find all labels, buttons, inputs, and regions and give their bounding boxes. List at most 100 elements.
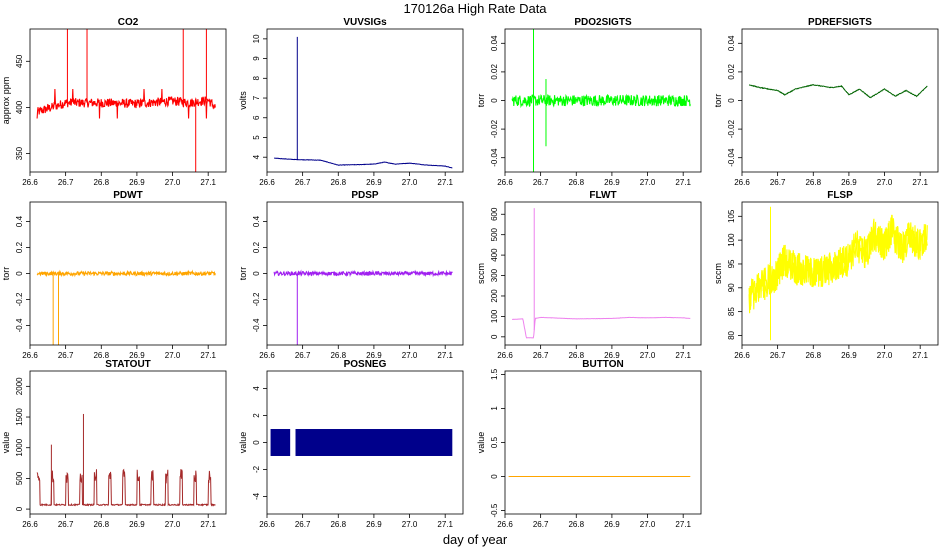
x-tick-label: 26.9	[841, 351, 857, 360]
x-tick-label: 26.6	[497, 178, 513, 187]
x-tick-label: 26.6	[497, 351, 513, 360]
x-tick-label: 26.6	[22, 178, 38, 187]
y-tick-label: 2000	[15, 377, 24, 395]
x-tick-label: 26.8	[568, 520, 584, 529]
y-tick-label: 4	[252, 386, 261, 391]
y-tick-label: 0	[490, 474, 499, 479]
x-tick-label: 27.1	[200, 520, 216, 529]
panel-frame	[504, 28, 702, 173]
y-tick-label: 400	[15, 100, 24, 114]
y-tick-label: 0	[252, 440, 261, 445]
panel-title: FLWT	[589, 190, 616, 201]
series-line	[512, 316, 691, 339]
y-tick-label: 0	[15, 271, 24, 276]
x-tick-label: 26.8	[568, 178, 584, 187]
x-tick-label: 26.9	[841, 178, 857, 187]
plot-area	[270, 429, 453, 456]
x-tick-label: 27.1	[437, 178, 453, 187]
x-tick-label: 26.7	[533, 351, 549, 360]
y-tick-label: -2	[252, 465, 261, 473]
y-tick-label: 0.02	[490, 64, 499, 80]
x-tick-label: 27.0	[402, 351, 418, 360]
y-tick-label: 9	[252, 56, 261, 61]
panel-title: PDWT	[113, 190, 142, 201]
y-axis-label: approx ppm	[1, 77, 11, 125]
x-tick-label: 26.7	[295, 178, 311, 187]
series-line	[511, 93, 691, 109]
y-tick-label: 0.4	[252, 215, 261, 227]
plot-area	[36, 269, 216, 345]
y-tick-label: 400	[490, 248, 499, 262]
y-axis-label: value	[1, 432, 11, 454]
x-tick-label: 27.1	[675, 520, 691, 529]
y-tick-label: 10	[252, 34, 261, 43]
x-tick-label: 27.0	[165, 520, 181, 529]
y-tick-label: 200	[490, 289, 499, 303]
x-tick-label: 26.8	[93, 520, 109, 529]
data-band	[295, 429, 453, 456]
y-tick-label: 0.2	[15, 241, 24, 253]
y-axis-label: torr	[713, 94, 723, 108]
x-tick-label: 26.7	[58, 351, 74, 360]
panel-pdrefsigts: PDREFSIGTS torr 26.6 26.7 26.8 26.9 27.0 27.1 -0…	[713, 17, 939, 187]
x-tick-label: 26.9	[604, 178, 620, 187]
y-tick-label: 500	[490, 227, 499, 241]
panel-pdsp: PDSP torr 26.6 26.7 26.8 26.9 27.0 27.1 -0.4 -0.2…	[238, 190, 464, 360]
y-tick-label: 100	[490, 309, 499, 323]
x-tick-label: 26.6	[734, 351, 750, 360]
plot-area	[36, 29, 216, 172]
y-tick-label: -0.2	[252, 292, 261, 306]
y-axis-label: value	[476, 432, 486, 454]
x-tick-label: 27.1	[912, 351, 928, 360]
panel-frame	[266, 28, 464, 173]
series-line	[36, 468, 216, 507]
x-tick-label: 26.8	[805, 351, 821, 360]
x-tick-label: 26.6	[259, 351, 275, 360]
x-tick-label: 26.7	[58, 520, 74, 529]
y-tick-label: 0.5	[490, 436, 499, 448]
y-tick-label: 1	[490, 406, 499, 411]
x-tick-label: 27.0	[165, 351, 181, 360]
y-tick-label: -0.02	[727, 119, 736, 138]
y-tick-label: 100	[727, 233, 736, 247]
y-tick-label: 0	[252, 271, 261, 276]
panel-title: PDO2SIGTS	[574, 17, 632, 28]
y-tick-label: 105	[727, 209, 736, 223]
y-tick-label: -0.4	[252, 318, 261, 332]
panel-title: VUVSIGs	[343, 17, 387, 28]
y-tick-label: -0.04	[490, 148, 499, 167]
panel-flwt: FLWT sccm 26.6 26.7 26.8 26.9 27.0 27.1 0 100 200 3…	[476, 190, 702, 360]
y-tick-label: 6	[252, 115, 261, 120]
y-tick-label: 1.5	[490, 368, 499, 380]
x-tick-label: 26.7	[770, 178, 786, 187]
plot-area	[273, 269, 453, 345]
plot-area	[748, 206, 928, 341]
panel-statout: STATOUT value 26.6 26.7 26.8 26.9 27.0 27.1 0 500…	[1, 359, 227, 529]
y-tick-label: 500	[15, 471, 24, 485]
y-axis-label: torr	[476, 94, 486, 108]
y-tick-label: 0.04	[490, 35, 499, 51]
plot-area	[748, 83, 928, 99]
y-tick-label: 95	[727, 259, 736, 268]
panel-frame	[266, 370, 464, 515]
y-tick-label: 0	[490, 98, 499, 103]
x-tick-label: 27.1	[912, 178, 928, 187]
figure-x-label: day of year	[442, 532, 508, 547]
y-axis-label: volts	[238, 91, 248, 110]
x-tick-label: 26.9	[604, 520, 620, 529]
x-tick-label: 26.7	[295, 520, 311, 529]
x-tick-label: 27.1	[675, 351, 691, 360]
y-tick-label: 0.04	[727, 35, 736, 51]
panel-title: STATOUT	[105, 359, 151, 370]
x-tick-label: 27.1	[200, 351, 216, 360]
x-tick-label: 27.0	[165, 178, 181, 187]
x-tick-label: 26.7	[533, 178, 549, 187]
y-tick-label: -0.02	[490, 119, 499, 138]
x-tick-label: 26.8	[330, 351, 346, 360]
x-tick-label: 26.7	[770, 351, 786, 360]
x-tick-label: 27.1	[437, 351, 453, 360]
y-axis-label: sccm	[476, 263, 486, 284]
y-tick-label: 450	[15, 54, 24, 68]
x-tick-label: 27.0	[877, 178, 893, 187]
y-tick-label: 0.2	[252, 241, 261, 253]
